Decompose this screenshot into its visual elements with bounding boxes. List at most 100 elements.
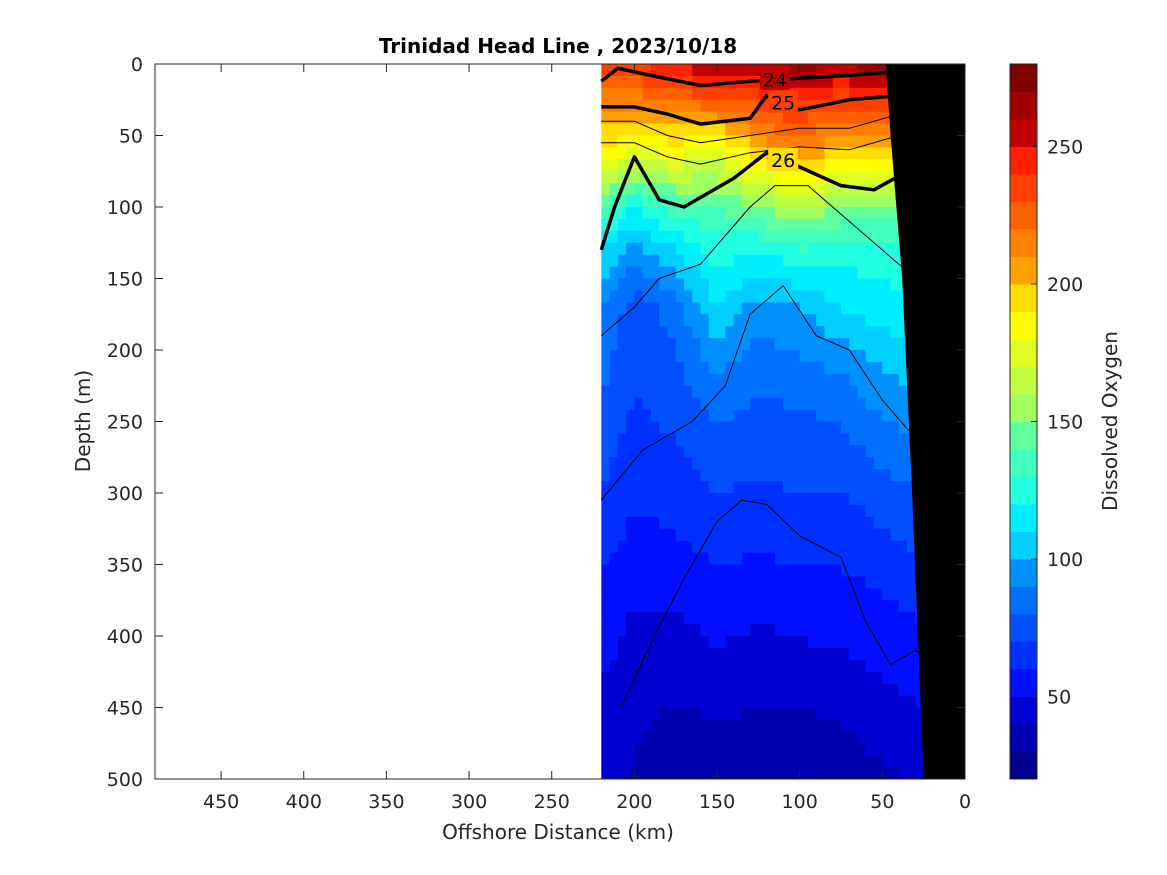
heatmap-cell: [683, 445, 693, 458]
heatmap-cell: [609, 600, 619, 613]
heatmap-cell: [832, 457, 842, 470]
heatmap-cell: [626, 755, 635, 768]
heatmap-cell: [750, 576, 759, 589]
heatmap-cell: [692, 552, 702, 566]
heatmap-cell: [650, 659, 660, 673]
heatmap-cell: [626, 600, 635, 613]
heatmap-cell: [865, 218, 875, 232]
heatmap-cell: [626, 540, 635, 554]
heatmap-cell: [675, 564, 685, 578]
heatmap-cell: [717, 767, 726, 779]
heatmap-cell: [865, 731, 875, 744]
heatmap-cell: [766, 302, 776, 315]
heatmap-cell: [783, 195, 793, 208]
heatmap-cell: [807, 624, 817, 637]
heatmap-cell: [609, 254, 619, 268]
heatmap-cell: [741, 493, 751, 506]
heatmap-cell: [675, 195, 685, 208]
heatmap-cell: [750, 540, 759, 554]
heatmap-cell: [650, 183, 660, 196]
heatmap-cell: [882, 695, 892, 709]
heatmap-cell: [841, 135, 850, 149]
heatmap-cell: [816, 195, 826, 208]
heatmap-cell: [708, 87, 718, 101]
heatmap-cell: [849, 457, 859, 470]
heatmap-cell: [675, 588, 685, 601]
heatmap-cell: [865, 135, 875, 149]
heatmap-cell: [725, 636, 735, 649]
heatmap-cell: [841, 755, 850, 768]
heatmap-cell: [849, 707, 859, 721]
heatmap-cell: [700, 767, 710, 779]
heatmap-cell: [617, 135, 627, 149]
heatmap-cell: [609, 230, 619, 244]
heatmap-cell: [601, 659, 611, 673]
heatmap-cell: [865, 159, 875, 172]
heatmap-cell: [683, 397, 693, 411]
heatmap-cell: [791, 135, 801, 149]
heatmap-cell: [750, 707, 759, 721]
heatmap-cell: [717, 600, 726, 613]
heatmap-cell: [725, 326, 735, 339]
heatmap-cell: [882, 743, 892, 756]
heatmap-cell: [642, 731, 652, 744]
heatmap-cell: [824, 659, 834, 673]
heatmap-cell: [733, 183, 743, 196]
heatmap-cell: [890, 504, 900, 518]
heatmap-cell: [650, 75, 660, 89]
heatmap-cell: [634, 385, 644, 399]
heatmap-cell: [733, 636, 743, 649]
density-contours: [599, 64, 950, 708]
heatmap-cell: [725, 564, 735, 578]
heatmap-cell: [758, 707, 768, 721]
heatmap-cell: [750, 647, 759, 661]
heatmap-cell: [609, 469, 619, 482]
heatmap-cell: [601, 612, 611, 625]
heatmap-cell: [733, 659, 743, 673]
heatmap-cell: [799, 242, 809, 256]
heatmap-cell: [750, 755, 759, 768]
heatmap-cell: [683, 159, 693, 172]
heatmap-cell: [832, 624, 842, 637]
heatmap-cell: [857, 493, 867, 506]
heatmap-cell: [617, 111, 627, 125]
heatmap-cell: [659, 647, 669, 661]
heatmap-cell: [807, 218, 817, 232]
heatmap-cell: [659, 350, 669, 363]
heatmap-cell: [824, 647, 834, 661]
heatmap-cell: [890, 457, 900, 470]
heatmap-cell: [692, 75, 702, 89]
heatmap-cell: [617, 75, 627, 89]
heatmap-cell: [659, 576, 669, 589]
heatmap-cell: [683, 338, 693, 351]
heatmap-cell: [832, 433, 842, 446]
heatmap-cell: [849, 552, 859, 566]
heatmap-cell: [807, 397, 817, 411]
heatmap-cell: [601, 767, 611, 779]
heatmap-cell: [667, 195, 677, 208]
heatmap-cell: [832, 314, 842, 327]
heatmap-cell: [634, 302, 644, 315]
heatmap-cell: [667, 147, 677, 160]
heatmap-cell: [783, 338, 793, 351]
heatmap-cell: [758, 612, 768, 625]
heatmap-cell: [659, 326, 669, 339]
heatmap-cell: [650, 350, 660, 363]
heatmap-cell: [626, 695, 635, 709]
heatmap-cell: [915, 695, 925, 709]
heatmap-cell: [824, 195, 834, 208]
heatmap-cell: [725, 457, 735, 470]
heatmap-cell: [650, 481, 660, 494]
heatmap-cell: [824, 266, 834, 280]
heatmap-cell: [791, 683, 801, 697]
heatmap-cell: [824, 326, 834, 339]
heatmap-cell: [816, 743, 826, 756]
heatmap-cell: [725, 385, 735, 399]
heatmap-cell: [733, 504, 743, 518]
heatmap-cell: [807, 111, 817, 125]
heatmap-cell: [717, 266, 726, 280]
heatmap-cell: [601, 314, 611, 327]
heatmap-cell: [692, 242, 702, 256]
heatmap-cell: [758, 659, 768, 673]
heatmap-cell: [774, 493, 784, 506]
